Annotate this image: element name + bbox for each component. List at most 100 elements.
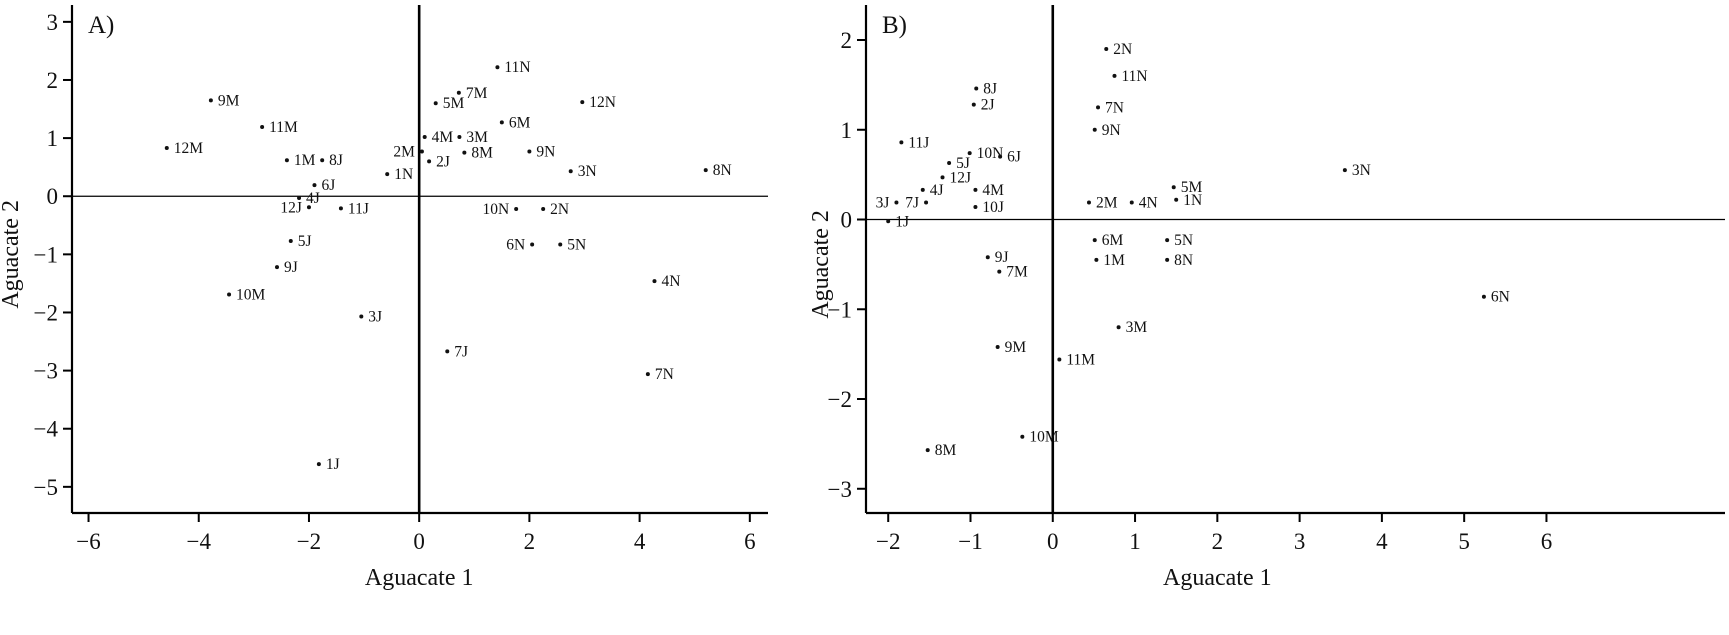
data-point-label-12j: 12J — [280, 199, 302, 216]
data-point-label-6j: 6J — [1007, 149, 1021, 166]
x-tick-label: 4 — [1376, 529, 1388, 554]
data-point-9j — [274, 265, 279, 270]
x-tick-label: 2 — [1212, 529, 1224, 554]
data-point-label-3n: 3N — [578, 163, 597, 180]
x-tick-label: 1 — [1129, 529, 1141, 554]
data-point-label-7j: 7J — [905, 194, 919, 211]
data-point-12j — [306, 205, 311, 210]
data-point-7n — [1096, 105, 1101, 110]
data-point-2j — [427, 159, 432, 164]
panel-letter: A) — [88, 12, 114, 39]
data-point-5m — [1171, 185, 1176, 190]
data-point-label-2n: 2N — [550, 201, 569, 218]
panel-a-plot: −6 −4 −2 0 2 4 6 3 2 1 0 −1 −2 −3 −4 −5 Aguacate 1 Aguaca… — [0, 5, 768, 591]
data-point-11j — [338, 206, 343, 211]
data-point-5n — [558, 242, 563, 247]
x-axis-title: Aguacate 1 — [1163, 565, 1272, 591]
data-point-1m — [284, 158, 289, 163]
data-point-7j — [445, 349, 450, 354]
data-point-10n — [967, 151, 972, 156]
data-point-label-8n: 8N — [1174, 252, 1193, 269]
data-point-label-9m: 9M — [218, 92, 240, 109]
data-point-label-11m: 11M — [1066, 352, 1095, 369]
data-point-label-11n: 11N — [1121, 68, 1147, 85]
x-tick-label: 2 — [524, 529, 536, 554]
data-point-label-10m: 10M — [236, 286, 266, 303]
data-point-label-3j: 3J — [876, 194, 890, 211]
y-tick-label: 0 — [841, 208, 853, 233]
data-point-4m — [422, 134, 427, 139]
x-tick-label: −6 — [76, 529, 100, 554]
data-point-3m — [457, 134, 462, 139]
data-point-label-5n: 5N — [1174, 232, 1193, 249]
x-tick-label: −2 — [297, 529, 321, 554]
x-tick-label: 6 — [744, 529, 756, 554]
data-point-label-2j: 2J — [981, 97, 995, 114]
data-point-8n — [703, 168, 708, 173]
data-point-label-11m: 11M — [269, 119, 298, 136]
data-point-label-12m: 12M — [174, 140, 204, 157]
data-point-10m — [227, 292, 232, 297]
data-point-label-11j: 11J — [348, 200, 369, 217]
data-point-label-8m: 8M — [935, 442, 957, 459]
data-point-3m — [1116, 325, 1121, 330]
data-point-label-8m: 8M — [471, 145, 493, 162]
data-point-label-1j: 1J — [895, 213, 909, 230]
y-tick-label: 2 — [841, 28, 853, 53]
y-tick-label: 2 — [47, 68, 59, 93]
data-point-6j — [998, 154, 1003, 159]
data-point-3j — [894, 200, 899, 205]
data-point-4m — [973, 187, 978, 192]
data-point-label-3m: 3M — [466, 129, 488, 146]
data-point-11n — [495, 65, 500, 70]
data-point-label-6m: 6M — [1102, 232, 1124, 249]
data-point-12m — [164, 145, 169, 150]
data-point-label-5m: 5M — [443, 95, 465, 112]
data-point-6m — [499, 120, 504, 125]
data-point-label-10n: 10N — [977, 145, 1004, 162]
data-point-1j — [886, 219, 891, 224]
y-axis-title: Aguacate 2 — [0, 200, 24, 309]
data-point-label-2m: 2M — [1096, 194, 1118, 211]
data-point-3j — [359, 314, 364, 319]
data-point-6m — [1092, 238, 1097, 243]
data-point-label-5n: 5N — [567, 236, 586, 253]
data-point-label-4j: 4J — [306, 190, 320, 207]
data-point-11m — [1057, 357, 1062, 362]
data-point-label-4n: 4N — [661, 273, 680, 290]
data-point-5m — [433, 101, 438, 106]
data-point-label-10j: 10J — [982, 199, 1004, 216]
x-tick-label: 6 — [1541, 529, 1553, 554]
data-point-7j — [924, 200, 929, 205]
data-point-12j — [940, 175, 945, 180]
data-point-label-5m: 5M — [1181, 179, 1203, 196]
data-point-5j — [288, 238, 293, 243]
data-point-label-1j: 1J — [326, 456, 340, 473]
data-point-label-9j: 9J — [284, 259, 298, 276]
x-tick-label: 3 — [1294, 529, 1306, 554]
data-point-1m — [1094, 257, 1099, 262]
data-point-9n — [527, 149, 532, 154]
data-point-12n — [580, 100, 585, 105]
data-point-label-7m: 7M — [1006, 264, 1028, 281]
data-point-1n — [1174, 197, 1179, 202]
data-point-5n — [1165, 238, 1170, 243]
data-point-label-5j: 5J — [956, 155, 970, 172]
x-tick-label: −1 — [958, 529, 982, 554]
data-point-label-6m: 6M — [509, 114, 531, 131]
data-point-label-1m: 1M — [294, 152, 316, 169]
x-tick-label: 0 — [413, 529, 425, 554]
panel-letter: B) — [882, 12, 907, 39]
data-point-label-11j: 11J — [908, 134, 929, 151]
y-tick-label: −3 — [828, 477, 852, 502]
data-point-2m — [1086, 200, 1091, 205]
data-point-label-11n: 11N — [504, 59, 530, 76]
data-point-label-4n: 4N — [1139, 194, 1158, 211]
data-point-label-2j: 2J — [436, 153, 450, 170]
y-tick-label: −1 — [828, 297, 852, 322]
y-tick-label: −4 — [34, 417, 59, 442]
data-point-label-6n: 6N — [506, 236, 525, 253]
data-point-2m — [419, 149, 424, 154]
data-point-label-1n: 1N — [1183, 192, 1202, 209]
